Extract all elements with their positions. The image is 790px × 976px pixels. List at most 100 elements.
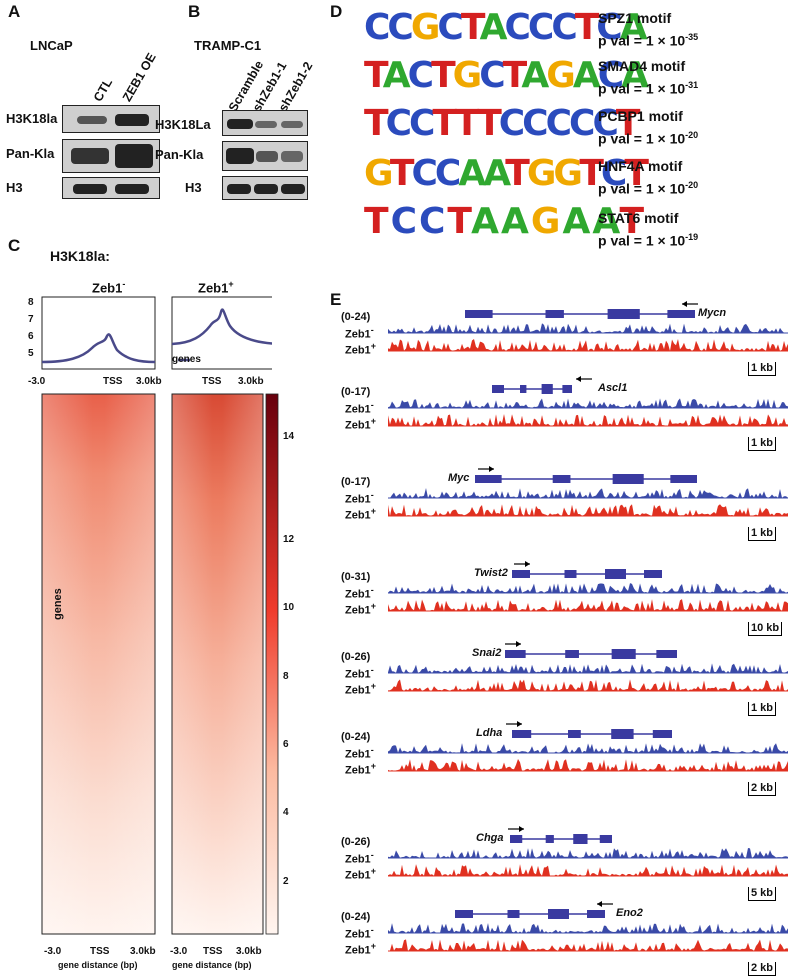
scale-bar: 1 kb <box>748 362 777 376</box>
track-label-zeb1-pos: Zeb1+ <box>345 681 376 697</box>
panel-a-cell-line: LNCaP <box>30 38 73 53</box>
motif-pval-hnf4a: p val = 1 × 10-20 <box>598 180 699 197</box>
cbar-tick-14: 14 <box>283 431 295 442</box>
track-label-zeb1-neg: Zeb1- <box>345 665 374 681</box>
track-range: (0-26) <box>341 651 371 663</box>
profile-neg-x-left: -3.0 <box>28 376 46 387</box>
gene-name: Twist2 <box>474 567 508 579</box>
track-range: (0-31) <box>341 571 371 583</box>
y-tick-6: 6 <box>28 331 34 342</box>
cbar-tick-10: 10 <box>283 602 295 613</box>
track-range: (0-17) <box>341 386 371 398</box>
profile-neg-x-tss: TSS <box>103 376 123 387</box>
heatmap-neg-x-left: -3.0 <box>44 946 62 957</box>
y-tick-5: 5 <box>28 348 34 359</box>
gene-model-and-signal <box>388 641 788 692</box>
track-range: (0-24) <box>341 731 371 743</box>
motif-pval-pcbp1: p val = 1 × 10-20 <box>598 130 699 147</box>
track-label-zeb1-pos: Zeb1+ <box>345 506 376 522</box>
panel-b-row-pankla: Pan-Kla <box>155 147 204 162</box>
tss-profile-plots <box>41 296 272 370</box>
gene-model-and-signal <box>388 301 788 352</box>
panel-a-row-h3k18la: H3K18la <box>6 111 58 126</box>
gene-name: Chga <box>476 832 504 844</box>
gene-model-and-signal <box>388 826 788 877</box>
motif-logo-smad4: TACTGCTAGACA <box>364 55 649 96</box>
gene-name: Ldha <box>476 727 503 739</box>
blot-a-pankla <box>62 139 160 173</box>
heatmap-neg-x-tss: TSS <box>90 946 110 957</box>
blot-a-h3k18la <box>62 105 160 133</box>
scale-bar: 10 kb <box>748 622 783 636</box>
track-label-zeb1-neg: Zeb1- <box>345 925 374 941</box>
scale-bar: 1 kb <box>748 702 777 716</box>
heatmap-pos-x-right: 3.0kb <box>236 946 262 957</box>
gene-name: Myc <box>448 472 470 484</box>
scale-bar: 2 kb <box>748 782 777 796</box>
track-label-zeb1-neg: Zeb1- <box>345 745 374 761</box>
heatmap-neg-xlabel: gene distance (bp) <box>58 960 138 970</box>
panel-e-letter: E <box>330 290 342 309</box>
cbar-tick-12: 12 <box>283 534 295 545</box>
panel-c-letter: C <box>8 236 21 255</box>
panel-a-row-pankla: Pan-Kla <box>6 146 55 161</box>
track-label-zeb1-pos: Zeb1+ <box>345 601 376 617</box>
heatmap-pos-x-left: -3.0 <box>170 946 188 957</box>
track-label-zeb1-pos: Zeb1+ <box>345 866 376 882</box>
motif-name-pcbp1: PCBP1 motif <box>598 108 683 124</box>
track-label-zeb1-neg: Zeb1- <box>345 400 374 416</box>
gene-name: Mycn <box>698 307 727 319</box>
track-range: (0-24) <box>341 311 371 323</box>
panel-b-letter: B <box>188 2 201 21</box>
heatmap-neg-x-right: 3.0kb <box>130 946 156 957</box>
panel-a-letter: A <box>8 2 21 21</box>
heatmap-pos-xlabel: gene distance (bp) <box>172 960 252 970</box>
panel-b-row-h3: H3 <box>185 180 202 195</box>
panel-a-col-zeb1: ZEB1 OE <box>119 50 159 104</box>
panel-a-row-h3: H3 <box>6 180 23 195</box>
gene-model-and-signal <box>388 376 788 427</box>
motif-logo-pcbp1: TCCTTTCCCCCT <box>364 103 640 144</box>
cbar-tick-6: 6 <box>283 739 289 750</box>
track-label-zeb1-pos: Zeb1+ <box>345 341 376 357</box>
track-label-zeb1-neg: Zeb1- <box>345 490 374 506</box>
profile-pos-x-tss: TSS <box>202 376 222 387</box>
track-range: (0-26) <box>341 836 371 848</box>
y-tick-8: 8 <box>28 297 34 308</box>
cbar-tick-8: 8 <box>283 671 289 682</box>
track-label-zeb1-pos: Zeb1+ <box>345 416 376 432</box>
scale-bar: 5 kb <box>748 887 777 901</box>
track-label-zeb1-neg: Zeb1- <box>345 325 374 341</box>
gene-model-and-signal <box>388 721 788 772</box>
motif-name-stat6: STAT6 motif <box>598 210 679 226</box>
motif-logo-spz1: CCGCTACCCTCA <box>364 7 648 48</box>
motif-logo-hnf4a: GTCCAATGGTCT <box>364 153 649 194</box>
scale-bar: 1 kb <box>748 437 777 451</box>
scale-bar: 2 kb <box>748 962 777 976</box>
gene-model-and-signal <box>388 901 788 952</box>
y-tick-7: 7 <box>28 314 34 325</box>
track-range: (0-24) <box>341 911 371 923</box>
profile-title-pos: Zeb1+ <box>198 279 234 296</box>
panel-b-cell-line: TRAMP-C1 <box>194 38 262 53</box>
profile-legend: genes <box>172 354 201 365</box>
track-label-zeb1-neg: Zeb1- <box>345 850 374 866</box>
gene-name: Ascl1 <box>598 382 628 394</box>
h3k18la-heatmaps <box>41 393 279 935</box>
gene-name: Snai2 <box>472 647 502 659</box>
gene-model-and-signal <box>388 561 788 612</box>
scale-bar: 1 kb <box>748 527 777 541</box>
blot-a-h3 <box>62 177 160 199</box>
track-label-zeb1-pos: Zeb1+ <box>345 941 376 957</box>
motif-pval-spz1: p val = 1 × 10-35 <box>598 32 699 49</box>
profile-neg-x-right: 3.0kb <box>136 376 162 387</box>
panel-d-letter: D <box>330 2 343 21</box>
blot-b-h3k18la <box>222 110 308 136</box>
blot-b-pankla <box>222 141 308 171</box>
heatmap-ylabel: genes <box>52 588 64 620</box>
motif-logo-stat6: TCCTAAGAAT <box>364 201 646 242</box>
motif-pval-smad4: p val = 1 × 10-31 <box>598 80 699 97</box>
panel-a-col-ctl: CTL <box>90 75 116 104</box>
motif-name-spz1: SPZ1 motif <box>598 10 672 26</box>
cbar-tick-2: 2 <box>283 876 289 887</box>
